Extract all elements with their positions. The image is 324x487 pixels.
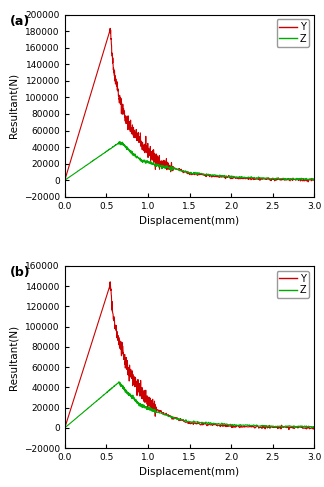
Legend: Y, Z: Y, Z xyxy=(277,271,309,298)
X-axis label: Displacement(mm): Displacement(mm) xyxy=(139,468,240,477)
Y-axis label: Resultant(N): Resultant(N) xyxy=(8,73,18,138)
Text: (b): (b) xyxy=(10,266,30,279)
Text: (a): (a) xyxy=(10,15,30,28)
Legend: Y, Z: Y, Z xyxy=(277,19,309,47)
Y-axis label: Resultant(N): Resultant(N) xyxy=(8,324,18,390)
X-axis label: Displacement(mm): Displacement(mm) xyxy=(139,216,240,226)
